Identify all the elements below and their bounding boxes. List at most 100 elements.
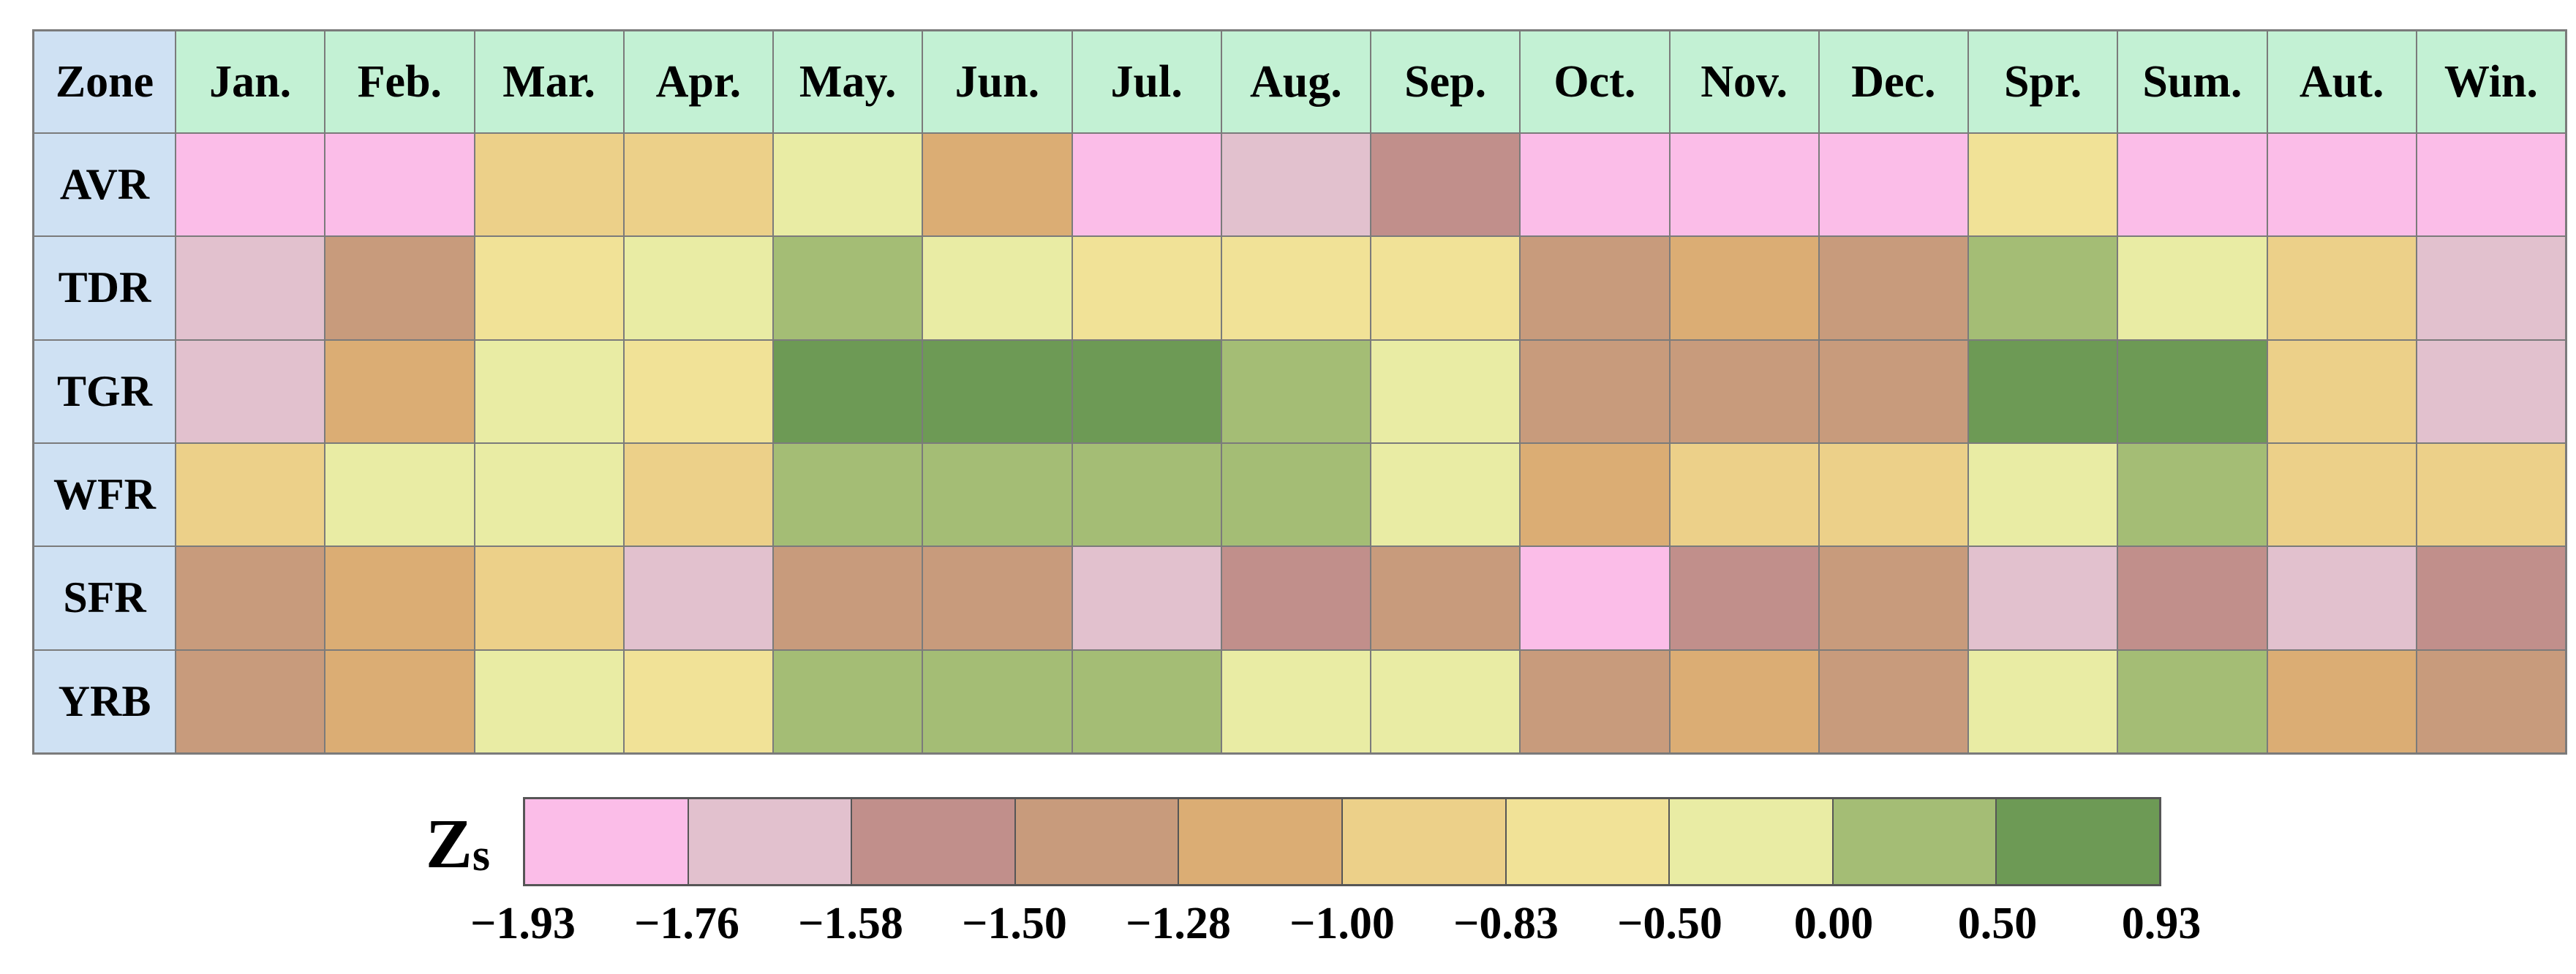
corner-header-zone: Zone [34,31,175,132]
heatmap-cell [1371,340,1520,442]
heatmap-cell [774,237,922,339]
heatmap-cell [1521,237,1669,339]
heatmap-cell [774,547,922,649]
heatmap-cell [1072,650,1221,752]
heatmap-cell [1969,547,2117,649]
zone-label: AVR [34,134,175,236]
heatmap-cell [176,443,325,546]
heatmap-cell [2417,134,2565,236]
heatmap-cell [923,443,1072,546]
legend-tick-label: −0.83 [1453,899,1559,948]
heatmap-cell [2417,547,2565,649]
heatmap-cell [1521,443,1669,546]
heatmap-cell [624,547,772,649]
zone-label: WFR [34,443,175,546]
heatmap-cell [624,134,772,236]
heatmap-cell [176,134,325,236]
heatmap-cell [2118,340,2267,442]
column-header: Jan. [176,31,325,132]
heatmap-cell [1670,340,1818,442]
legend-tick-label: −1.50 [962,899,1067,948]
heatmap-cell [1819,134,1967,236]
zone-label: TGR [34,340,175,442]
heatmap-cell [2267,547,2416,649]
heatmap-cell [475,650,623,752]
legend-swatch [525,799,688,884]
legend-tick-label: −1.76 [634,899,739,948]
heatmap-cell [176,650,325,752]
heatmap-cell [2417,340,2565,442]
legend-tick-label: −1.28 [1126,899,1231,948]
heatmap-cell [774,134,922,236]
heatmap-cell [1819,650,1967,752]
column-header: Sep. [1371,31,1520,132]
heatmap-cell [1819,340,1967,442]
legend-tick-label: −1.58 [798,899,903,948]
heatmap-cell [1371,443,1520,546]
column-header: Apr. [624,31,772,132]
heatmap-cell [325,134,474,236]
column-header: Mar. [475,31,623,132]
heatmap-cell [774,340,922,442]
heatmap-cell [1221,134,1370,236]
legend-tick-label: 0.93 [2121,899,2202,948]
column-header: Nov. [1670,31,1818,132]
heatmap-cell [176,547,325,649]
zone-label: SFR [34,547,175,649]
heatmap-cell [624,443,772,546]
legend-swatch [1997,799,2159,884]
column-header: Win. [2417,31,2565,132]
heatmap-cell [923,650,1072,752]
legend-swatch [688,799,851,884]
heatmap-cell [325,443,474,546]
column-header: May. [774,31,922,132]
heatmap-cell [2118,650,2267,752]
heatmap-cell [475,443,623,546]
heatmap-cell [475,547,623,649]
heatmap-cell [2118,237,2267,339]
heatmap-cell [1969,340,2117,442]
heatmap-cell [325,237,474,339]
heatmap-cell [1819,443,1967,546]
column-header: Sum. [2118,31,2267,132]
legend-title-main: Z [425,804,472,883]
heatmap-cell [1371,547,1520,649]
heatmap-cell [1969,650,2117,752]
heatmap-cell [1521,547,1669,649]
legend-swatch [1179,799,1341,884]
column-header: Oct. [1521,31,1669,132]
heatmap-cell [1072,237,1221,339]
heatmap-cell [1969,134,2117,236]
column-header: Dec. [1819,31,1967,132]
heatmap-cell [2118,547,2267,649]
heatmap-cell [2267,340,2416,442]
heatmap-cell [2417,237,2565,339]
heatmap-cell [923,134,1072,236]
heatmap-cell [1371,650,1520,752]
heatmap-cell [1670,547,1818,649]
heatmap-cell [475,340,623,442]
heatmap-cell [923,340,1072,442]
heatmap-cell [624,340,772,442]
heatmap-cell [475,134,623,236]
zone-label: TDR [34,237,175,339]
column-header: Spr. [1969,31,2117,132]
legend-tick-label: −0.50 [1617,899,1722,948]
heatmap-cell [176,237,325,339]
column-header: Feb. [325,31,474,132]
heatmap-cell [2267,237,2416,339]
heatmap-cell [325,547,474,649]
legend-swatch [1506,799,1669,884]
column-header: Jun. [923,31,1072,132]
heatmap-cell [176,340,325,442]
heatmap-cell [1969,237,2117,339]
legend-colorbar [523,797,2161,886]
heatmap-cell [1969,443,2117,546]
column-header: Aut. [2267,31,2416,132]
heatmap-cell [2118,134,2267,236]
heatmap-cell [1371,134,1520,236]
heatmap-cell [774,650,922,752]
heatmap-cell [325,650,474,752]
